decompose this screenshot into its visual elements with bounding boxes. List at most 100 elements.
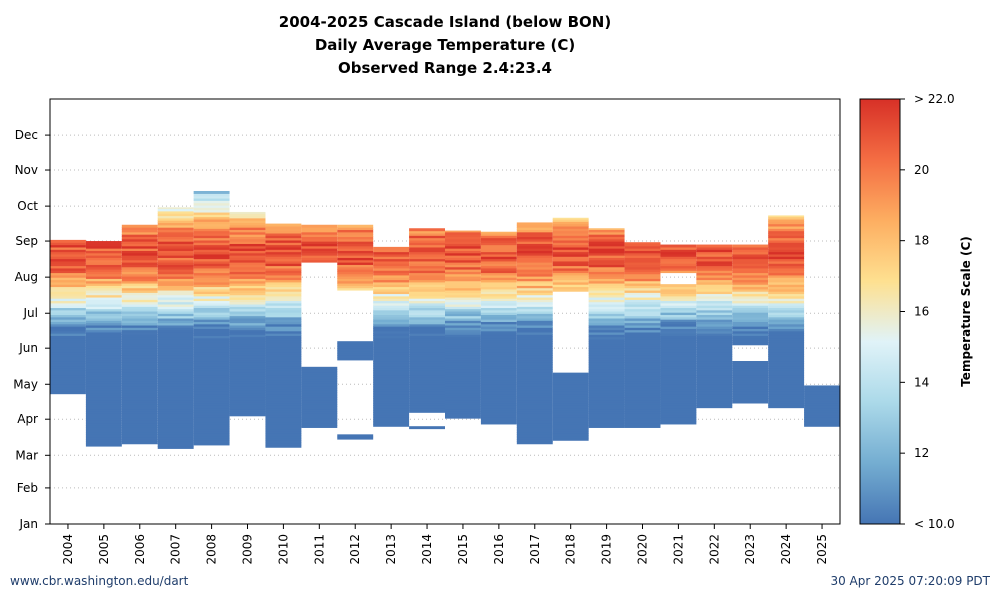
day-cell [157,269,194,272]
colorbar [859,98,901,525]
day-cell [157,350,194,354]
day-cell [480,293,517,297]
day-cell [624,418,661,421]
day-cell [265,337,302,341]
day-cell [588,418,625,421]
day-cell [768,370,805,374]
day-cell [516,380,553,384]
day-cell [660,402,697,406]
day-cell [193,337,230,341]
day-cell [768,284,805,288]
day-cell [373,337,410,341]
day-cell [768,295,805,299]
day-cell [409,326,445,329]
day-cell [480,267,517,271]
day-cell [624,269,661,272]
day-cell [50,374,86,378]
day-cell [121,315,158,319]
day-cell [588,420,625,424]
day-cell [552,221,589,225]
day-cell [732,256,769,260]
day-cell [157,208,194,212]
day-cell [732,374,769,378]
day-cell [229,211,266,214]
day-cell [229,287,266,291]
day-cell [588,250,625,254]
day-cell [193,386,230,390]
day-cell [445,287,481,291]
day-cell [50,360,86,364]
day-cell [480,330,517,334]
day-cell [732,263,769,267]
x-tick-label-2021: 2021 [671,534,685,565]
colorbar-tick-label: 18 [914,234,929,248]
day-cell [516,348,553,352]
day-cell [409,405,445,409]
day-cell [157,394,194,398]
day-cell [516,434,553,438]
day-cell [552,416,589,420]
day-cell [480,344,517,348]
day-cell [50,258,86,262]
day-cell [588,322,625,326]
day-cell [409,321,445,325]
footer-source-link[interactable]: www.cbr.washington.edu/dart [10,574,189,588]
day-cell [229,299,266,303]
day-cell [660,309,697,313]
day-cell [480,379,517,383]
day-cell [85,282,122,286]
day-cell [696,309,733,313]
day-cell [121,406,158,410]
day-cell [157,241,194,244]
day-cell [660,298,697,302]
day-cell [768,298,805,302]
day-cell [768,230,805,234]
y-tick-label-jan: Jan [19,517,39,531]
day-cell [229,383,266,387]
day-cell [588,241,625,244]
day-cell [445,378,481,382]
day-cell [480,231,517,234]
day-cell [660,347,697,350]
y-tick-label-jul: Jul [23,306,38,320]
day-cell [480,388,517,392]
day-cell [588,408,625,412]
day-cell [157,397,194,401]
day-cell [516,411,553,414]
day-cell [337,245,374,249]
day-cell [445,390,481,394]
day-cell [301,415,338,419]
day-cell [85,266,122,270]
day-cell [229,289,266,293]
day-cell [85,310,122,314]
day-cell [588,252,625,256]
day-cell [552,246,589,250]
day-cell [660,270,697,274]
day-cell [229,385,266,389]
day-cell [337,341,374,345]
day-cell [480,302,517,306]
day-cell [85,434,122,438]
day-cell [301,378,338,382]
day-cell [373,333,410,336]
day-cell [229,217,266,221]
day-cell [157,262,194,265]
day-cell [85,264,122,268]
day-cell [480,367,517,371]
day-cell [50,293,86,297]
day-cell [480,340,517,343]
day-cell [552,381,589,385]
day-cell [337,264,374,268]
day-cell [409,267,445,271]
day-cell [85,406,122,410]
day-cell [157,303,194,307]
day-cell [157,266,194,270]
day-cell [516,415,553,419]
day-cell [265,414,302,418]
day-cell [696,284,733,288]
day-cell [480,391,517,395]
day-cell [121,271,158,275]
day-cell [193,377,230,381]
day-cell [445,306,481,310]
day-cell [624,336,661,340]
